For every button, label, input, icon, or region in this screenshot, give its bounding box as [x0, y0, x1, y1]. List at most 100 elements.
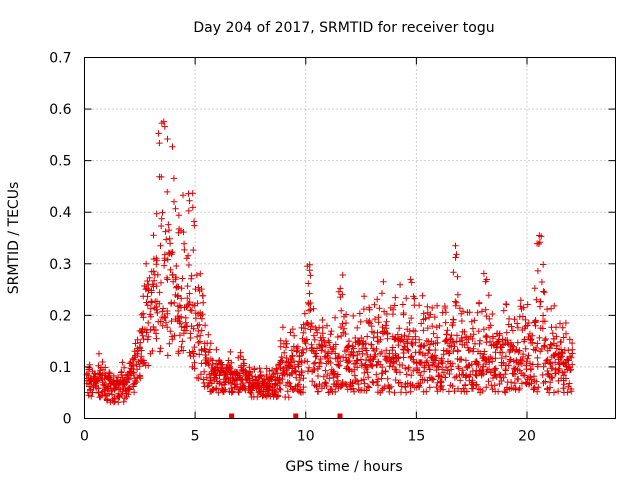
data-point — [216, 380, 223, 387]
data-point — [472, 358, 479, 365]
data-point — [150, 232, 157, 239]
data-point — [524, 355, 531, 362]
data-point — [553, 342, 561, 349]
data-point — [314, 372, 322, 380]
data-point — [127, 372, 134, 379]
data-point — [145, 333, 152, 340]
data-point — [463, 372, 470, 380]
data-point — [144, 336, 151, 343]
data-point — [142, 260, 150, 267]
data-point — [562, 330, 570, 337]
data-point — [424, 350, 432, 357]
data-point — [533, 378, 540, 385]
data-point — [339, 271, 346, 279]
data-point — [357, 318, 364, 326]
data-point — [354, 364, 361, 371]
data-point — [89, 389, 96, 396]
data-point — [560, 334, 567, 341]
data-point — [373, 345, 380, 353]
data-point — [536, 239, 544, 246]
data-point — [412, 333, 419, 340]
data-point — [195, 375, 202, 382]
data-point — [314, 329, 321, 336]
data-point — [355, 348, 363, 355]
data-point — [482, 306, 489, 313]
data-point — [403, 295, 410, 302]
data-point — [415, 369, 423, 376]
data-point — [396, 379, 404, 386]
data-point — [200, 299, 207, 306]
data-point — [518, 380, 526, 387]
data-point — [276, 376, 283, 384]
data-point — [406, 319, 413, 327]
data-point — [174, 293, 181, 300]
data-point — [489, 310, 496, 318]
data-point — [425, 362, 432, 369]
data-point — [546, 379, 554, 386]
chart-title: Day 204 of 2017, SRMTID for receiver tog… — [193, 20, 494, 36]
data-point — [149, 347, 156, 355]
data-point — [466, 309, 473, 316]
data-point — [148, 287, 155, 294]
data-point — [169, 336, 176, 343]
data-point — [507, 356, 514, 363]
data-point — [300, 375, 307, 382]
data-point — [520, 304, 527, 311]
data-point — [483, 332, 490, 340]
data-point — [479, 371, 487, 378]
data-point — [364, 333, 371, 340]
data-point — [474, 309, 481, 316]
data-point — [514, 339, 521, 346]
data-point — [156, 348, 164, 355]
data-point — [328, 327, 335, 335]
data-point — [194, 322, 201, 329]
data-point — [189, 348, 196, 355]
data-point — [548, 374, 555, 381]
data-point — [531, 384, 538, 391]
data-point — [158, 222, 165, 230]
data-point — [160, 118, 167, 125]
data-point — [462, 382, 469, 389]
data-point — [331, 314, 339, 321]
data-point — [305, 300, 313, 308]
data-point — [178, 285, 185, 292]
data-point — [471, 317, 478, 324]
data-point — [516, 367, 523, 374]
data-point — [213, 385, 220, 393]
data-point — [275, 392, 282, 399]
data-point — [560, 381, 568, 388]
data-point — [491, 365, 498, 373]
data-point — [551, 370, 559, 377]
data-point — [178, 313, 185, 321]
data-point — [198, 315, 206, 322]
data-point — [561, 361, 569, 369]
data-point — [185, 261, 193, 269]
data-point — [287, 356, 294, 363]
data-point — [458, 317, 466, 325]
x-tick-label: 15 — [407, 429, 425, 445]
data-point — [335, 362, 342, 369]
data-point — [377, 336, 384, 343]
data-point — [549, 330, 556, 337]
data-point — [207, 374, 214, 382]
y-tick-label: 0.4 — [49, 205, 71, 221]
data-point — [320, 373, 327, 380]
data-point — [498, 344, 505, 351]
data-point — [361, 380, 368, 387]
data-point — [448, 331, 455, 339]
data-point — [188, 307, 195, 314]
data-point — [445, 388, 453, 395]
data-point — [429, 322, 436, 330]
x-axis-label: GPS time / hours — [285, 459, 402, 475]
data-point — [239, 379, 246, 387]
data-point — [475, 327, 482, 335]
data-point — [494, 340, 501, 347]
data-point — [402, 383, 409, 391]
data-point — [374, 296, 381, 303]
y-axis-label: SRMTID / TECUs — [6, 182, 22, 295]
data-point — [343, 346, 351, 354]
data-point — [154, 271, 161, 279]
data-point — [541, 343, 549, 351]
data-point — [236, 372, 243, 379]
data-point — [483, 384, 490, 391]
